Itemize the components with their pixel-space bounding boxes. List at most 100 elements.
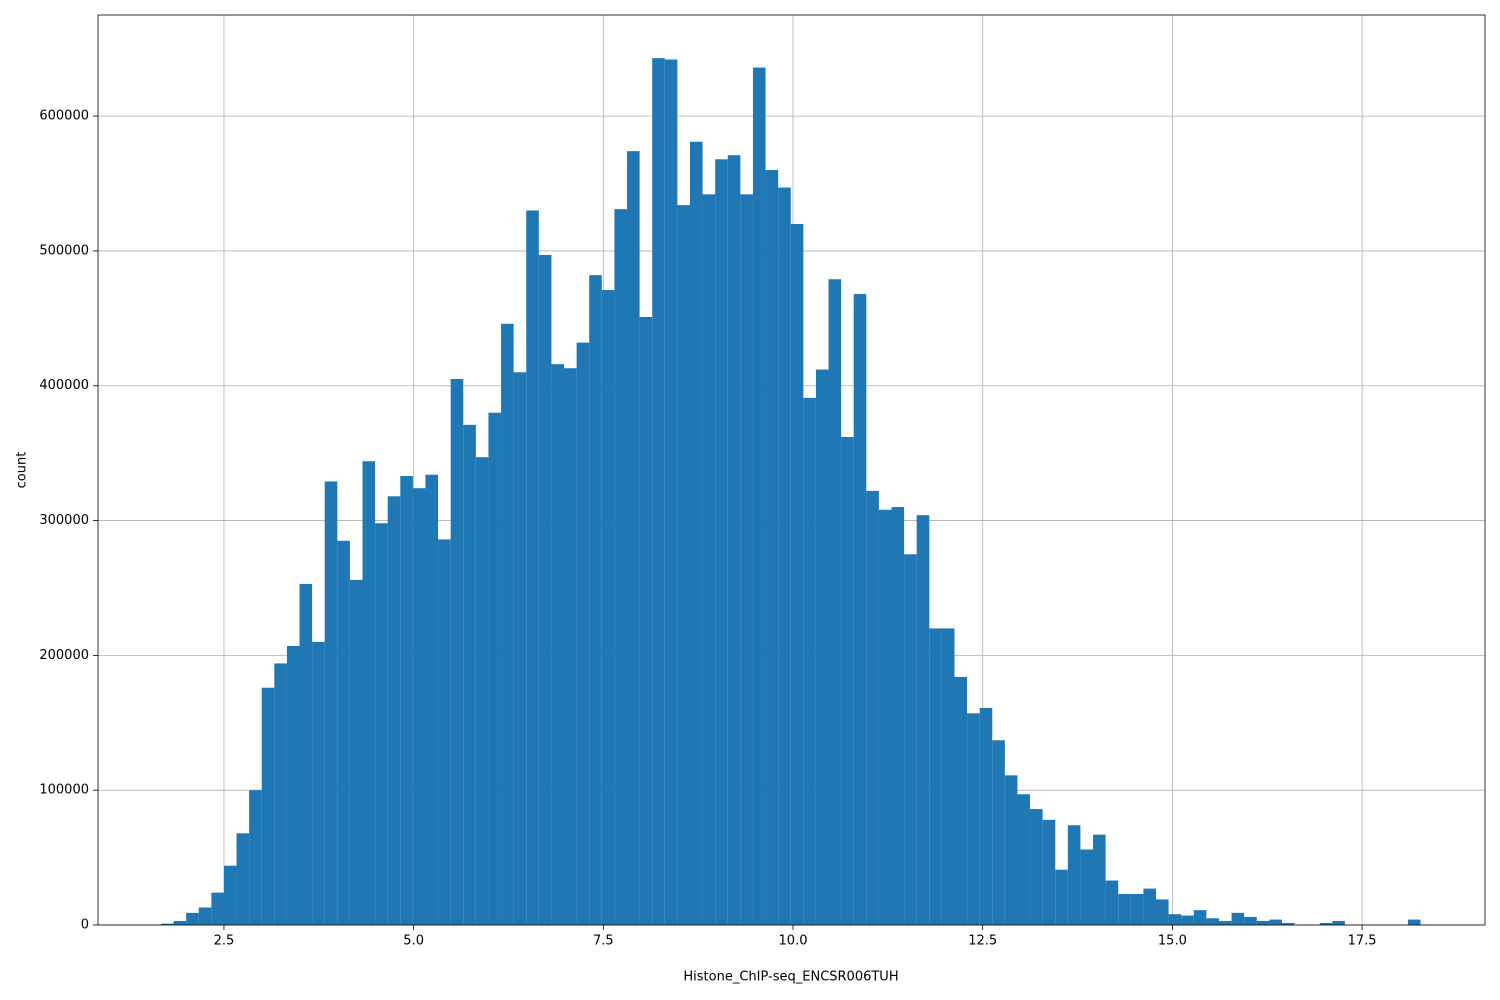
- bar: [160, 923, 174, 925]
- bar: [1218, 920, 1232, 925]
- y-tick-label: 100000: [39, 783, 89, 798]
- bar: [1256, 920, 1270, 925]
- bar: [526, 210, 539, 926]
- y-tick-label: 200000: [39, 648, 89, 663]
- bar: [702, 194, 716, 925]
- bar: [1130, 893, 1144, 925]
- x-tick-label: 10.0: [779, 934, 808, 949]
- bar: [979, 707, 993, 925]
- bar: [904, 554, 917, 925]
- y-axis-label: count: [15, 452, 30, 489]
- bar: [1206, 918, 1219, 925]
- bar: [941, 628, 955, 925]
- bar: [1281, 922, 1295, 925]
- bar: [425, 474, 439, 925]
- bar: [954, 676, 968, 925]
- bar: [715, 159, 728, 926]
- bar: [639, 316, 653, 925]
- bar: [501, 323, 514, 925]
- bar: [1181, 915, 1194, 925]
- bar: [614, 209, 628, 926]
- bar: [551, 364, 565, 925]
- bar: [790, 223, 804, 926]
- bar: [1143, 888, 1157, 925]
- bar: [362, 461, 376, 925]
- bar: [841, 436, 854, 925]
- x-axis-label: Histone_ChIP-seq_ENCSR006TUH: [683, 970, 898, 985]
- bar: [1093, 834, 1106, 925]
- x-tick-label: 12.5: [968, 934, 997, 949]
- bar: [727, 155, 741, 926]
- bar: [916, 515, 930, 925]
- bar: [274, 663, 287, 925]
- bar: [1168, 914, 1182, 925]
- bar: [375, 523, 388, 925]
- bar: [1105, 880, 1119, 925]
- bar: [778, 187, 791, 925]
- bar: [1319, 922, 1333, 925]
- y-tick-label: 0: [81, 918, 89, 933]
- bar: [689, 141, 703, 925]
- x-tick-label: 5.0: [403, 934, 424, 949]
- bar: [1004, 775, 1018, 925]
- bar: [211, 892, 224, 925]
- bar: [740, 194, 753, 925]
- plot-frame: [97, 14, 1486, 926]
- bar: [765, 170, 779, 925]
- bar: [412, 488, 426, 925]
- bar: [1055, 869, 1068, 925]
- bar: [866, 490, 879, 925]
- bar: [853, 294, 867, 926]
- bar: [198, 907, 212, 925]
- bar: [677, 205, 690, 926]
- bar: [803, 397, 816, 925]
- bar: [664, 59, 678, 925]
- bar: [1231, 912, 1245, 925]
- bar: [967, 713, 980, 925]
- bar: [992, 740, 1005, 925]
- bar: [589, 275, 602, 925]
- x-tick-label: 15.0: [1158, 934, 1187, 949]
- bar: [1067, 825, 1081, 925]
- x-tick-label: 7.5: [593, 934, 614, 949]
- bar: [652, 58, 665, 925]
- bar: [576, 342, 590, 926]
- bar: [601, 290, 615, 925]
- bar: [1118, 893, 1131, 925]
- bar: [337, 540, 350, 925]
- bar: [299, 583, 313, 925]
- bar: [173, 920, 187, 925]
- x-tick-label: 17.5: [1348, 934, 1377, 949]
- bar: [223, 865, 237, 925]
- bar-layer: [160, 58, 1421, 926]
- bar: [564, 368, 577, 925]
- bar: [400, 476, 413, 925]
- bar: [186, 912, 199, 925]
- bar: [815, 369, 829, 925]
- bar: [1407, 919, 1421, 925]
- bar: [1269, 919, 1282, 925]
- x-tick-label: 2.5: [214, 934, 235, 949]
- bar: [828, 279, 842, 925]
- bar: [324, 481, 338, 925]
- bar: [1193, 910, 1207, 925]
- bar: [312, 641, 325, 925]
- bar: [513, 372, 527, 925]
- bar: [891, 507, 905, 925]
- bar: [438, 539, 451, 925]
- bar: [878, 509, 892, 925]
- bar: [261, 687, 275, 925]
- bar: [387, 496, 401, 925]
- bar: [1156, 899, 1169, 925]
- bar: [463, 424, 476, 925]
- bar: [1080, 849, 1094, 925]
- y-tick-label: 600000: [39, 109, 89, 124]
- bar: [1042, 819, 1056, 925]
- bar: [349, 579, 363, 925]
- bar: [1030, 809, 1043, 925]
- bar: [1332, 920, 1345, 925]
- bar: [929, 628, 942, 925]
- bar: [752, 67, 766, 926]
- y-tick-label: 300000: [39, 513, 89, 528]
